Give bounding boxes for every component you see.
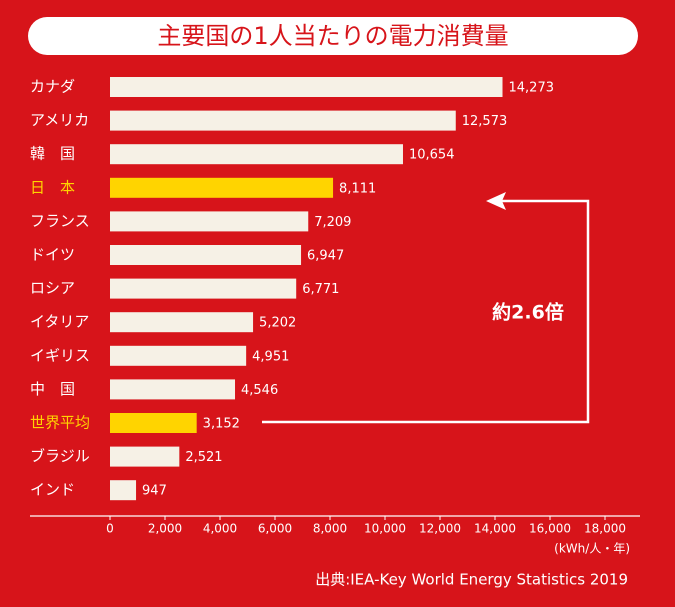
x-tick-label: 12,000 [419, 522, 461, 536]
category-label: イタリア [30, 313, 89, 331]
title-box [28, 17, 638, 55]
category-label: イギリス [30, 346, 90, 364]
x-tick-label: 8,000 [313, 522, 347, 536]
x-tick-label: 0 [106, 522, 114, 536]
category-label: 韓 国 [30, 145, 75, 163]
value-label: 4,546 [241, 383, 278, 398]
category-label: 世界平均 [30, 414, 90, 432]
value-label: 5,202 [259, 316, 296, 331]
x-tick-label: 6,000 [258, 522, 292, 536]
ratio-arrow [262, 199, 590, 424]
category-label: ロシア [30, 279, 75, 297]
value-label: 12,573 [462, 114, 508, 129]
bar [110, 110, 456, 131]
category-label: 日 本 [30, 178, 75, 196]
value-label: 14,273 [509, 81, 555, 96]
x-tick-label: 2,000 [148, 522, 182, 536]
value-label: 8,111 [339, 181, 376, 196]
annotation: 約2.6倍 [492, 301, 564, 324]
bar [110, 413, 197, 433]
value-label: 3,152 [203, 417, 240, 432]
bar [110, 211, 309, 232]
value-label: 4,951 [252, 349, 289, 364]
bar [110, 177, 334, 198]
bar [110, 278, 297, 299]
arrow-head [486, 192, 506, 210]
value-label: 6,947 [307, 249, 344, 264]
chart-title: 主要国の1人当たりの電力消費量 [157, 22, 508, 50]
x-unit: (kWh/人・年) [554, 542, 630, 556]
category-label: ドイツ [30, 246, 75, 264]
x-tick-label: 4,000 [203, 522, 237, 536]
category-label: フランス [30, 212, 90, 230]
value-label: 10,654 [409, 148, 455, 163]
category-label: カナダ [30, 78, 75, 96]
value-label: 7,209 [314, 215, 351, 230]
value-label: 2,521 [185, 450, 222, 465]
source: 出典:IEA-Key World Energy Statistics 2019 [315, 571, 628, 589]
bar [110, 379, 236, 400]
bar [110, 144, 403, 165]
bar [110, 480, 137, 501]
x-tick-label: 10,000 [364, 522, 406, 536]
category-label: ブラジル [30, 447, 90, 465]
category-label: アメリカ [30, 111, 89, 129]
bar [110, 245, 302, 265]
value-label: 947 [142, 484, 167, 499]
x-tick-label: 14,000 [474, 522, 516, 536]
bar [110, 77, 503, 97]
bar [110, 312, 254, 333]
x-tick-label: 18,000 [584, 522, 626, 536]
category-label: インド [30, 481, 75, 499]
bar [110, 446, 180, 467]
x-tick-label: 16,000 [529, 522, 571, 536]
value-label: 6,771 [302, 282, 339, 297]
category-label: 中 国 [30, 380, 75, 398]
bar [110, 345, 247, 366]
